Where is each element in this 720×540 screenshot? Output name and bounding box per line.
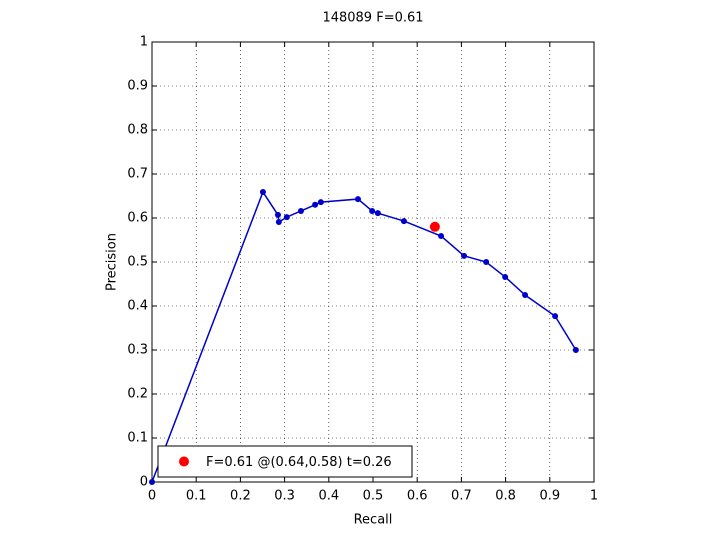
highlight-point — [429, 221, 440, 232]
data-point — [149, 479, 155, 485]
y-tick-label: 0 — [140, 475, 148, 490]
data-point — [572, 347, 579, 353]
data-point — [317, 199, 324, 206]
y-tick-label: 0.8 — [127, 123, 148, 138]
y-tick-label: 1 — [140, 35, 148, 50]
y-tick-label: 0.6 — [127, 211, 148, 226]
x-axis-label: Recall — [354, 513, 393, 528]
y-tick-label: 0.5 — [127, 255, 148, 270]
y-tick-label: 0.1 — [127, 431, 148, 446]
legend-box — [157, 445, 413, 478]
data-point — [312, 201, 319, 208]
data-point — [400, 218, 407, 225]
data-point — [369, 207, 376, 214]
x-tick-label: 0.5 — [363, 489, 384, 504]
legend-label: F=0.61 @(0.64,0.58) t=0.26 — [206, 455, 392, 470]
y-tick-label: 0.7 — [127, 167, 148, 182]
data-point — [502, 273, 509, 280]
legend-marker — [179, 456, 189, 467]
data-point — [259, 189, 266, 196]
data-point — [552, 313, 559, 320]
data-point — [438, 233, 445, 240]
y-tick-label: 0.2 — [127, 387, 148, 402]
data-point — [461, 252, 468, 259]
data-point — [354, 196, 361, 203]
x-tick-label: 0.1 — [186, 489, 207, 504]
x-tick-label: 1 — [590, 489, 598, 504]
chart-title: 148089 F=0.61 — [322, 11, 423, 26]
y-axis-label: Precision — [105, 233, 120, 291]
axes-box — [151, 41, 595, 483]
y-tick-label: 0.9 — [127, 79, 148, 94]
data-point — [297, 207, 304, 214]
data-point — [283, 214, 290, 221]
x-tick-label: 0.3 — [274, 489, 295, 504]
x-tick-label: 0 — [148, 489, 156, 504]
y-tick-label: 0.4 — [127, 299, 148, 314]
x-tick-label: 0.8 — [495, 489, 516, 504]
data-point — [374, 210, 381, 217]
x-tick-label: 0.7 — [451, 489, 472, 504]
data-point — [483, 259, 490, 265]
x-tick-label: 0.9 — [539, 489, 560, 504]
x-tick-label: 0.6 — [407, 489, 428, 504]
y-tick-label: 0.3 — [127, 343, 148, 358]
data-point — [522, 292, 529, 298]
data-point — [274, 211, 281, 218]
x-tick-label: 0.2 — [230, 489, 251, 504]
data-point — [275, 218, 282, 225]
x-tick-label: 0.4 — [318, 489, 339, 504]
